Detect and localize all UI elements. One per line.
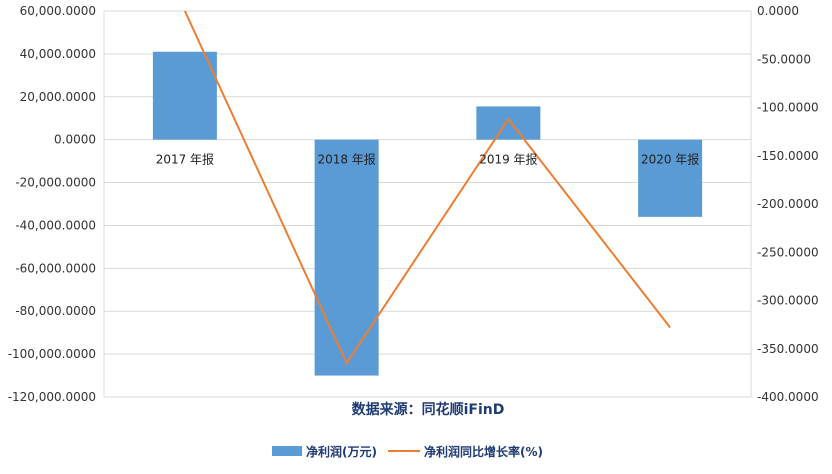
left-tick-label: 0.0000 xyxy=(54,133,96,147)
legend: 净利润(万元) 净利润同比增长率(%) xyxy=(272,444,543,459)
bar xyxy=(476,106,541,140)
right-tick-label: -200.0000 xyxy=(757,197,819,211)
left-axis: 60,000.0000 40,000.0000 20,000.0000 0.0000 -… xyxy=(8,4,96,404)
bar xyxy=(638,139,703,217)
grid xyxy=(103,10,752,398)
left-tick-label: -120,000.0000 xyxy=(8,390,96,404)
right-tick-label: -50.0000 xyxy=(757,52,811,66)
legend-label-bar: 净利润(万元) xyxy=(306,444,377,459)
bar xyxy=(314,139,379,376)
right-tick-label: -350.0000 xyxy=(757,342,819,356)
left-tick-label: 40,000.0000 xyxy=(20,47,96,61)
right-tick-label: 0.0000 xyxy=(757,4,799,18)
category-label: 2020 年报 xyxy=(641,152,699,167)
left-tick-label: -60,000.0000 xyxy=(15,261,96,275)
left-tick-label: 20,000.0000 xyxy=(20,90,96,104)
right-axis: 0.0000 -50.0000 -100.0000 -150.0000 -200.000… xyxy=(757,4,819,404)
category-label: 2019 年报 xyxy=(479,152,537,167)
left-tick-label: -40,000.0000 xyxy=(15,218,96,232)
left-tick-label: 60,000.0000 xyxy=(20,4,96,18)
right-tick-label: -100.0000 xyxy=(757,101,819,115)
left-tick-label: -80,000.0000 xyxy=(15,304,96,318)
source-note: 数据来源：同花顺iFinD xyxy=(352,401,505,418)
category-label: 2017 年报 xyxy=(156,152,214,167)
line-series xyxy=(183,10,671,366)
bar xyxy=(152,51,217,140)
category-labels: 2017 年报 2018 年报 2019 年报 2020 年报 xyxy=(156,152,700,167)
left-tick-label: -100,000.0000 xyxy=(8,347,96,361)
right-tick-label: -150.0000 xyxy=(757,149,819,163)
category-label: 2018 年报 xyxy=(317,152,375,167)
legend-swatch-bar xyxy=(272,446,302,456)
right-tick-label: -250.0000 xyxy=(757,245,819,259)
right-tick-label: -300.0000 xyxy=(757,294,819,308)
right-tick-label: -400.0000 xyxy=(757,390,819,404)
legend-label-line: 净利润同比增长率(%) xyxy=(424,444,543,459)
growth-rate-line xyxy=(183,10,671,366)
bars xyxy=(152,51,703,376)
left-tick-label: -20,000.0000 xyxy=(15,176,96,190)
